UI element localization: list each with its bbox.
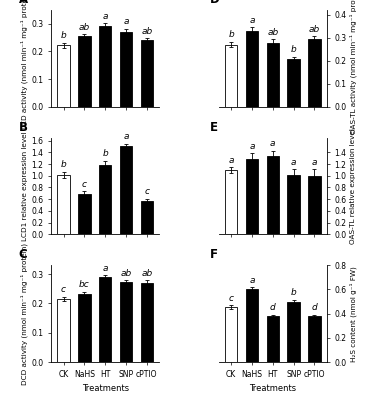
Bar (141, 201, 153, 234)
Bar (57, 174, 70, 234)
Text: b: b (60, 31, 67, 40)
Text: b: b (291, 45, 297, 54)
Text: ab: ab (309, 25, 320, 34)
Y-axis label: LCD1 relative expression level: LCD1 relative expression level (22, 131, 28, 241)
Text: a: a (291, 158, 296, 167)
Text: c: c (61, 285, 66, 294)
Bar (266, 316, 279, 362)
Bar (120, 32, 132, 107)
Bar (57, 45, 70, 107)
Text: b: b (60, 160, 67, 169)
Text: a: a (102, 12, 108, 21)
Text: F: F (210, 248, 218, 262)
Bar (308, 176, 321, 234)
Text: ab: ab (79, 23, 90, 32)
Text: c: c (82, 180, 87, 188)
Text: bc: bc (79, 280, 90, 289)
Bar (246, 31, 258, 107)
Text: a: a (312, 158, 317, 167)
Text: d: d (270, 304, 276, 312)
Text: ab: ab (120, 268, 132, 278)
Text: D: D (210, 0, 220, 6)
Bar (246, 290, 258, 362)
Bar (287, 302, 300, 362)
Bar (266, 156, 279, 234)
Text: b: b (291, 288, 297, 297)
Text: a: a (249, 276, 255, 285)
X-axis label: Treatments: Treatments (249, 384, 296, 393)
Text: C: C (19, 248, 27, 262)
Text: E: E (210, 121, 218, 134)
Text: ab: ab (267, 28, 279, 37)
Text: a: a (249, 142, 255, 151)
Y-axis label: OAS-TL relative expression level: OAS-TL relative expression level (350, 128, 356, 244)
Bar (99, 277, 112, 362)
Bar (78, 194, 91, 234)
Text: B: B (19, 121, 28, 134)
Text: b: b (228, 30, 234, 39)
Bar (225, 307, 237, 362)
Bar (225, 44, 237, 107)
Bar (141, 282, 153, 362)
Bar (78, 36, 91, 107)
Bar (99, 165, 112, 234)
Y-axis label: DCD activity (nmol min⁻¹ mg⁻¹ protein): DCD activity (nmol min⁻¹ mg⁻¹ protein) (21, 243, 28, 385)
X-axis label: Treatments: Treatments (82, 384, 129, 393)
Bar (287, 175, 300, 234)
Text: a: a (123, 17, 129, 26)
Text: A: A (19, 0, 28, 6)
Text: a: a (249, 16, 255, 25)
Bar (99, 26, 112, 107)
Bar (225, 170, 237, 234)
Bar (120, 282, 132, 362)
Bar (57, 299, 70, 362)
Bar (120, 146, 132, 234)
Bar (78, 294, 91, 362)
Y-axis label: H₂S content (nmol g⁻¹ FW): H₂S content (nmol g⁻¹ FW) (350, 266, 357, 362)
Bar (308, 39, 321, 107)
Bar (246, 159, 258, 234)
Text: b: b (102, 149, 108, 158)
Text: c: c (144, 187, 149, 196)
Text: a: a (102, 264, 108, 272)
Y-axis label: LCD activity (nmol min⁻¹ mg⁻¹ protein): LCD activity (nmol min⁻¹ mg⁻¹ protein) (21, 0, 28, 128)
Text: a: a (270, 139, 276, 148)
Text: c: c (229, 294, 234, 303)
Y-axis label: OAS-TL activity (nmol min⁻¹ mg⁻¹ protein): OAS-TL activity (nmol min⁻¹ mg⁻¹ protein… (350, 0, 357, 134)
Text: ab: ab (141, 27, 152, 36)
Bar (141, 40, 153, 107)
Text: a: a (123, 132, 129, 141)
Text: a: a (228, 156, 234, 164)
Text: ab: ab (141, 269, 152, 278)
Text: d: d (311, 304, 318, 312)
Bar (266, 43, 279, 107)
Bar (287, 59, 300, 107)
Bar (308, 316, 321, 362)
